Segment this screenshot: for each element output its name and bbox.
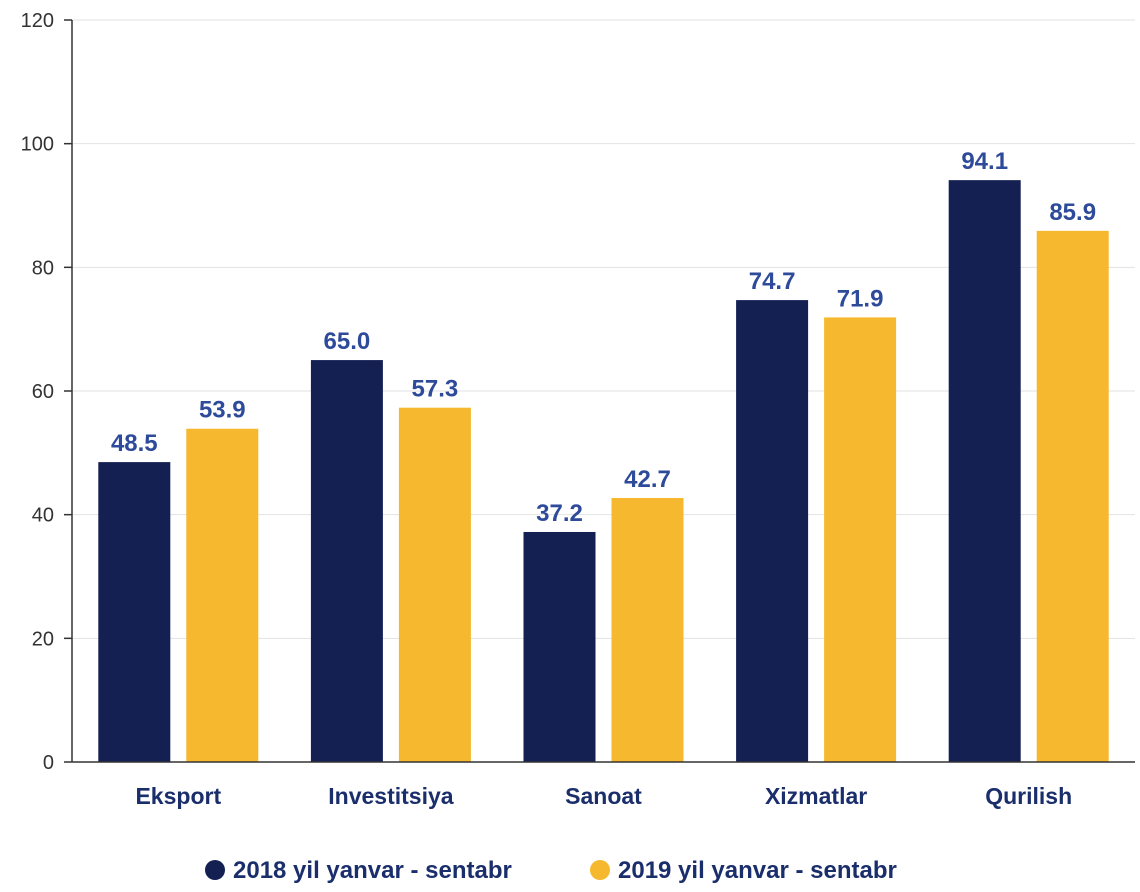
legend-marker — [590, 860, 610, 880]
bar — [1036, 230, 1109, 762]
legend-label: 2019 yil yanvar - sentabr — [618, 857, 897, 884]
bar-value-label: 74.7 — [749, 268, 796, 295]
y-tick-label: 0 — [43, 752, 54, 774]
bar-value-label: 85.9 — [1049, 199, 1096, 226]
bar-value-label: 53.9 — [199, 397, 246, 424]
bars — [98, 180, 1109, 763]
category-label: Qurilish — [985, 783, 1072, 809]
bar-value-label: 71.9 — [837, 285, 884, 312]
category-labels: Eksport Investitsiya Sanoat Xizmatlar Qurili… — [135, 783, 1072, 809]
legend-label: 2018 yil yanvar - sentabr — [233, 857, 512, 884]
bar-value-label: 42.7 — [624, 466, 671, 493]
legend-item: 2018 yil yanvar - sentabr — [205, 857, 512, 884]
category-label: Investitsiya — [328, 783, 453, 809]
y-tick-label: 80 — [32, 257, 54, 279]
category-label: Xizmatlar — [765, 783, 867, 809]
bar-value-label: 65.0 — [324, 328, 371, 355]
bar — [736, 300, 809, 762]
y-tick-label: 100 — [21, 134, 54, 156]
bar — [824, 317, 897, 762]
bar-value-label: 94.1 — [961, 148, 1008, 175]
bar-value-label: 57.3 — [412, 376, 459, 403]
y-tick-label: 20 — [32, 628, 54, 650]
legend-item: 2019 yil yanvar - sentabr — [590, 857, 897, 884]
category-label: Eksport — [135, 783, 221, 809]
bar — [186, 428, 259, 762]
legend: 2018 yil yanvar - sentabr 2019 yil yanvar… — [205, 857, 897, 884]
y-tick-label: 40 — [32, 505, 54, 527]
value-labels: 48.5 53.9 65.0 57.3 37.2 42.7 74.7 71.9 94.1 85.9 — [111, 148, 1096, 527]
bar-value-label: 37.2 — [536, 500, 583, 527]
bar — [523, 531, 596, 762]
y-tick-label: 120 — [21, 10, 54, 32]
bar-value-label: 48.5 — [111, 430, 158, 457]
bar — [310, 360, 383, 762]
y-tick-label: 60 — [32, 381, 54, 403]
legend-marker — [205, 860, 225, 880]
category-label: Sanoat — [565, 783, 642, 809]
bar — [611, 497, 684, 762]
bar — [948, 180, 1021, 763]
y-axis-ticks: 0 20 40 60 80 100 120 — [21, 10, 72, 774]
axes — [71, 20, 1135, 763]
bar — [398, 407, 471, 762]
bar — [98, 462, 171, 762]
